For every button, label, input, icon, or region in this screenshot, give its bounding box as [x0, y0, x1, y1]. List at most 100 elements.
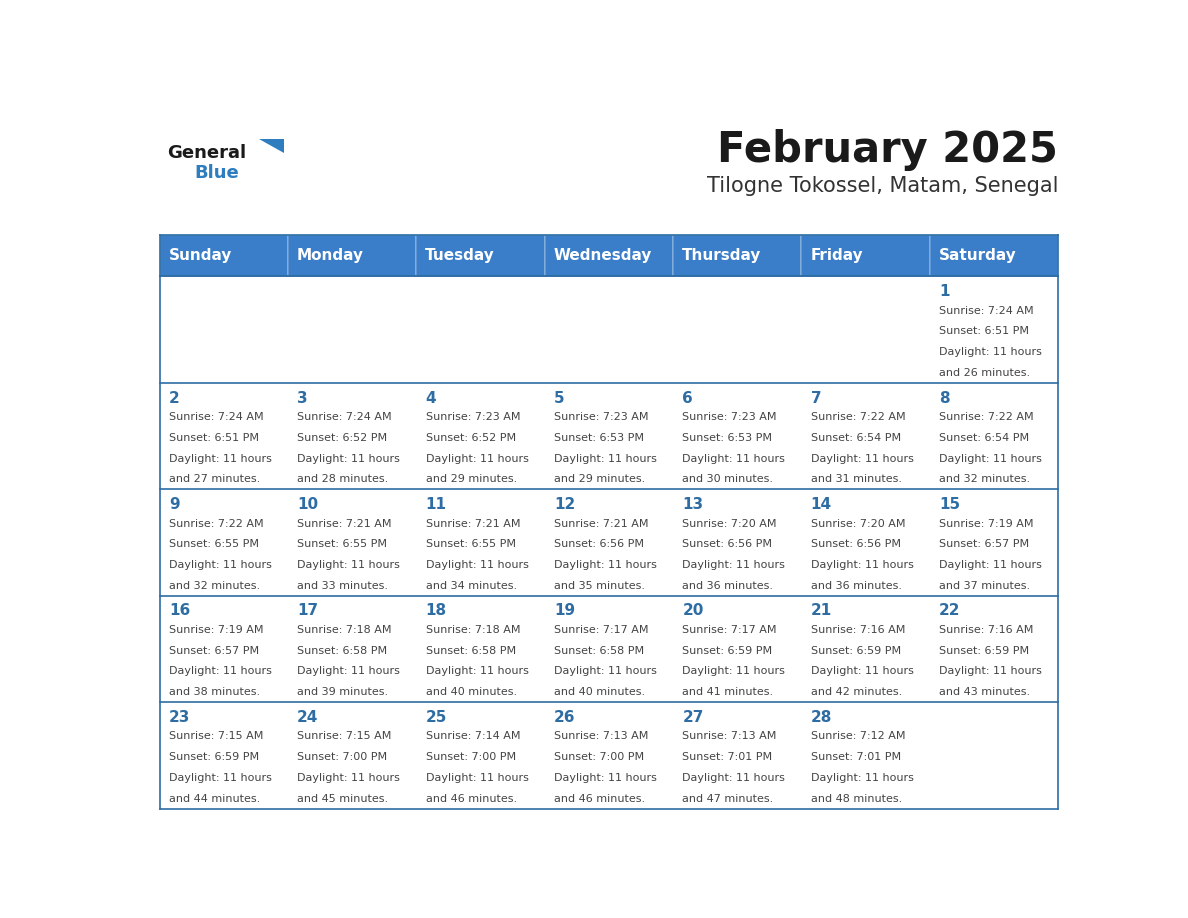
- Text: Sunset: 7:00 PM: Sunset: 7:00 PM: [554, 752, 644, 762]
- Text: 4: 4: [425, 390, 436, 406]
- Bar: [544, 489, 674, 596]
- Text: Sunrise: 7:13 AM: Sunrise: 7:13 AM: [554, 732, 649, 742]
- Text: 28: 28: [810, 710, 832, 725]
- Text: Sunset: 6:52 PM: Sunset: 6:52 PM: [425, 433, 516, 442]
- Bar: [159, 596, 1059, 702]
- Text: Sunrise: 7:23 AM: Sunrise: 7:23 AM: [682, 412, 777, 422]
- Text: and 43 minutes.: and 43 minutes.: [939, 688, 1030, 698]
- Bar: [930, 702, 1059, 809]
- Text: Sunset: 6:55 PM: Sunset: 6:55 PM: [169, 539, 259, 549]
- Text: 11: 11: [425, 497, 447, 512]
- Text: and 38 minutes.: and 38 minutes.: [169, 688, 260, 698]
- Text: Sunset: 6:57 PM: Sunset: 6:57 PM: [169, 645, 259, 655]
- Bar: [674, 489, 802, 596]
- Text: 3: 3: [297, 390, 308, 406]
- Text: Sunrise: 7:17 AM: Sunrise: 7:17 AM: [554, 625, 649, 635]
- Text: and 47 minutes.: and 47 minutes.: [682, 794, 773, 803]
- Text: Blue: Blue: [195, 164, 239, 183]
- Bar: [674, 276, 802, 383]
- Text: and 29 minutes.: and 29 minutes.: [554, 475, 645, 485]
- Text: and 41 minutes.: and 41 minutes.: [682, 688, 773, 698]
- Text: Sunrise: 7:20 AM: Sunrise: 7:20 AM: [682, 519, 777, 529]
- Text: Sunset: 6:58 PM: Sunset: 6:58 PM: [297, 645, 387, 655]
- Text: Daylight: 11 hours: Daylight: 11 hours: [297, 773, 400, 783]
- Text: Sunset: 6:59 PM: Sunset: 6:59 PM: [939, 645, 1029, 655]
- Bar: [287, 489, 416, 596]
- Text: 24: 24: [297, 710, 318, 725]
- Text: Daylight: 11 hours: Daylight: 11 hours: [425, 666, 529, 677]
- Text: 25: 25: [425, 710, 447, 725]
- Text: Daylight: 11 hours: Daylight: 11 hours: [682, 773, 785, 783]
- Text: Sunrise: 7:24 AM: Sunrise: 7:24 AM: [297, 412, 392, 422]
- Bar: [416, 596, 544, 702]
- Text: Sunset: 6:58 PM: Sunset: 6:58 PM: [554, 645, 644, 655]
- Text: Daylight: 11 hours: Daylight: 11 hours: [425, 560, 529, 570]
- Bar: [802, 596, 930, 702]
- Text: Sunset: 6:53 PM: Sunset: 6:53 PM: [682, 433, 772, 442]
- Text: Sunrise: 7:23 AM: Sunrise: 7:23 AM: [554, 412, 649, 422]
- Text: and 40 minutes.: and 40 minutes.: [554, 688, 645, 698]
- Text: Tuesday: Tuesday: [425, 248, 495, 263]
- Text: Sunrise: 7:13 AM: Sunrise: 7:13 AM: [682, 732, 777, 742]
- Bar: [544, 596, 674, 702]
- Text: Daylight: 11 hours: Daylight: 11 hours: [169, 666, 272, 677]
- Bar: [416, 383, 544, 489]
- Bar: [544, 383, 674, 489]
- Text: Daylight: 11 hours: Daylight: 11 hours: [810, 560, 914, 570]
- Text: 5: 5: [554, 390, 564, 406]
- Text: Sunset: 6:59 PM: Sunset: 6:59 PM: [810, 645, 901, 655]
- Text: 27: 27: [682, 710, 703, 725]
- Bar: [416, 702, 544, 809]
- Text: Sunrise: 7:19 AM: Sunrise: 7:19 AM: [939, 519, 1034, 529]
- Bar: [802, 276, 930, 383]
- Text: and 30 minutes.: and 30 minutes.: [682, 475, 773, 485]
- Bar: [287, 276, 416, 383]
- Bar: [930, 596, 1059, 702]
- Text: Daylight: 11 hours: Daylight: 11 hours: [939, 453, 1042, 464]
- Text: Daylight: 11 hours: Daylight: 11 hours: [169, 453, 272, 464]
- Text: Daylight: 11 hours: Daylight: 11 hours: [297, 666, 400, 677]
- Text: Daylight: 11 hours: Daylight: 11 hours: [169, 560, 272, 570]
- Text: Sunrise: 7:22 AM: Sunrise: 7:22 AM: [939, 412, 1034, 422]
- Text: 21: 21: [810, 603, 832, 619]
- Bar: [287, 702, 416, 809]
- Text: Daylight: 11 hours: Daylight: 11 hours: [554, 773, 657, 783]
- Text: Daylight: 11 hours: Daylight: 11 hours: [554, 453, 657, 464]
- Text: 18: 18: [425, 603, 447, 619]
- Text: Daylight: 11 hours: Daylight: 11 hours: [297, 453, 400, 464]
- Text: Daylight: 11 hours: Daylight: 11 hours: [810, 773, 914, 783]
- Text: February 2025: February 2025: [718, 129, 1059, 172]
- Text: Wednesday: Wednesday: [554, 248, 652, 263]
- Text: Sunrise: 7:20 AM: Sunrise: 7:20 AM: [810, 519, 905, 529]
- Text: Daylight: 11 hours: Daylight: 11 hours: [682, 453, 785, 464]
- Text: and 34 minutes.: and 34 minutes.: [425, 581, 517, 591]
- Polygon shape: [259, 139, 284, 153]
- Text: General: General: [168, 143, 246, 162]
- Bar: [930, 383, 1059, 489]
- Bar: [159, 489, 1059, 596]
- Text: and 45 minutes.: and 45 minutes.: [297, 794, 388, 803]
- Text: Sunrise: 7:15 AM: Sunrise: 7:15 AM: [297, 732, 392, 742]
- Text: 15: 15: [939, 497, 960, 512]
- Text: Daylight: 11 hours: Daylight: 11 hours: [682, 560, 785, 570]
- Text: Daylight: 11 hours: Daylight: 11 hours: [939, 666, 1042, 677]
- Text: Sunrise: 7:17 AM: Sunrise: 7:17 AM: [682, 625, 777, 635]
- Text: Daylight: 11 hours: Daylight: 11 hours: [939, 347, 1042, 357]
- Bar: [287, 235, 416, 276]
- Bar: [416, 489, 544, 596]
- Text: 14: 14: [810, 497, 832, 512]
- Text: Sunrise: 7:21 AM: Sunrise: 7:21 AM: [297, 519, 392, 529]
- Text: 10: 10: [297, 497, 318, 512]
- Text: Daylight: 11 hours: Daylight: 11 hours: [554, 560, 657, 570]
- Bar: [674, 702, 802, 809]
- Text: and 40 minutes.: and 40 minutes.: [425, 688, 517, 698]
- Text: Sunset: 6:53 PM: Sunset: 6:53 PM: [554, 433, 644, 442]
- Text: and 28 minutes.: and 28 minutes.: [297, 475, 388, 485]
- Text: and 39 minutes.: and 39 minutes.: [297, 688, 388, 698]
- Bar: [544, 276, 674, 383]
- Bar: [159, 235, 287, 276]
- Text: Sunrise: 7:22 AM: Sunrise: 7:22 AM: [810, 412, 905, 422]
- Text: Daylight: 11 hours: Daylight: 11 hours: [810, 453, 914, 464]
- Bar: [674, 596, 802, 702]
- Bar: [159, 702, 287, 809]
